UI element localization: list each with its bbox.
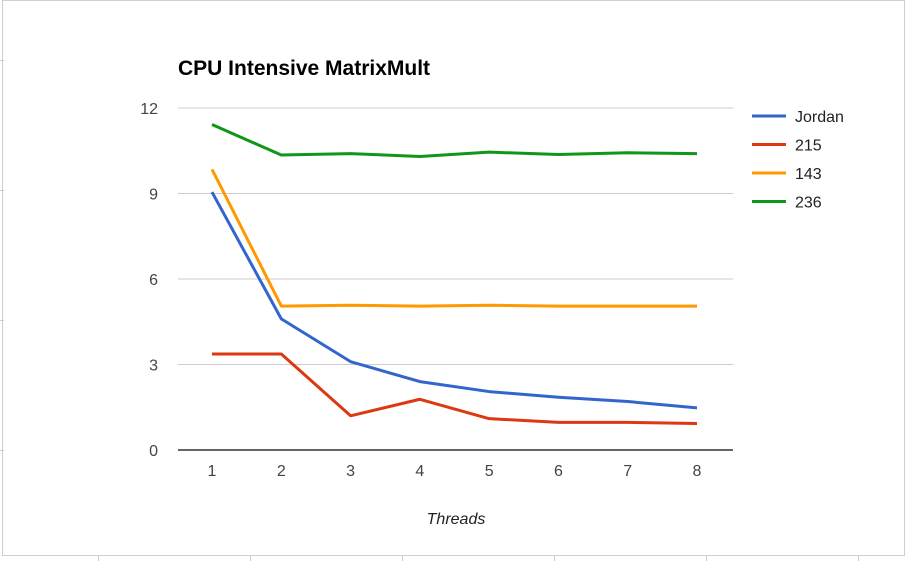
frame-tick-left-3 <box>0 320 4 321</box>
y-tick-label: 3 <box>149 358 158 375</box>
frame-tick-bottom-3 <box>402 556 403 561</box>
y-axis-ticks: 0 3 6 9 12 <box>140 101 158 460</box>
chart-title: CPU Intensive MatrixMult <box>178 57 430 80</box>
x-tick-label: 8 <box>693 463 702 480</box>
legend-label-215: 215 <box>795 138 822 155</box>
x-axis-ticks: 1 2 3 4 5 6 7 8 <box>208 463 702 480</box>
x-tick-label: 2 <box>277 463 286 480</box>
legend: Jordan 215 143 236 <box>752 109 844 212</box>
frame-tick-left-1 <box>0 60 4 61</box>
frame-tick-bottom-1 <box>98 556 99 561</box>
series-line-215 <box>212 352 698 425</box>
frame-tick-bottom-4 <box>554 556 555 561</box>
series-line-143 <box>210 168 697 308</box>
legend-label-jordan: Jordan <box>795 109 844 126</box>
x-tick-label: 7 <box>623 463 632 480</box>
gridlines <box>178 107 733 365</box>
frame-tick-bottom-6 <box>858 556 859 561</box>
series-lines <box>210 123 698 425</box>
x-tick-label: 1 <box>208 463 217 480</box>
frame-tick-bottom-5 <box>706 556 707 561</box>
frame-tick-left-2 <box>0 190 4 191</box>
y-tick-label: 9 <box>149 187 158 204</box>
frame-tick-bottom-2 <box>250 556 251 561</box>
series-line-236 <box>211 123 698 158</box>
x-tick-label: 4 <box>415 463 424 480</box>
y-tick-label: 6 <box>149 272 158 289</box>
series-line-jordan <box>210 191 698 410</box>
legend-label-143: 143 <box>795 166 822 183</box>
y-tick-label: 0 <box>149 443 158 460</box>
x-tick-label: 6 <box>554 463 563 480</box>
frame-tick-left-4 <box>0 450 4 451</box>
x-axis-title: Threads <box>427 511 486 528</box>
x-tick-label: 3 <box>346 463 355 480</box>
x-tick-label: 5 <box>485 463 494 480</box>
y-tick-label: 12 <box>140 101 158 118</box>
legend-label-236: 236 <box>795 195 822 212</box>
